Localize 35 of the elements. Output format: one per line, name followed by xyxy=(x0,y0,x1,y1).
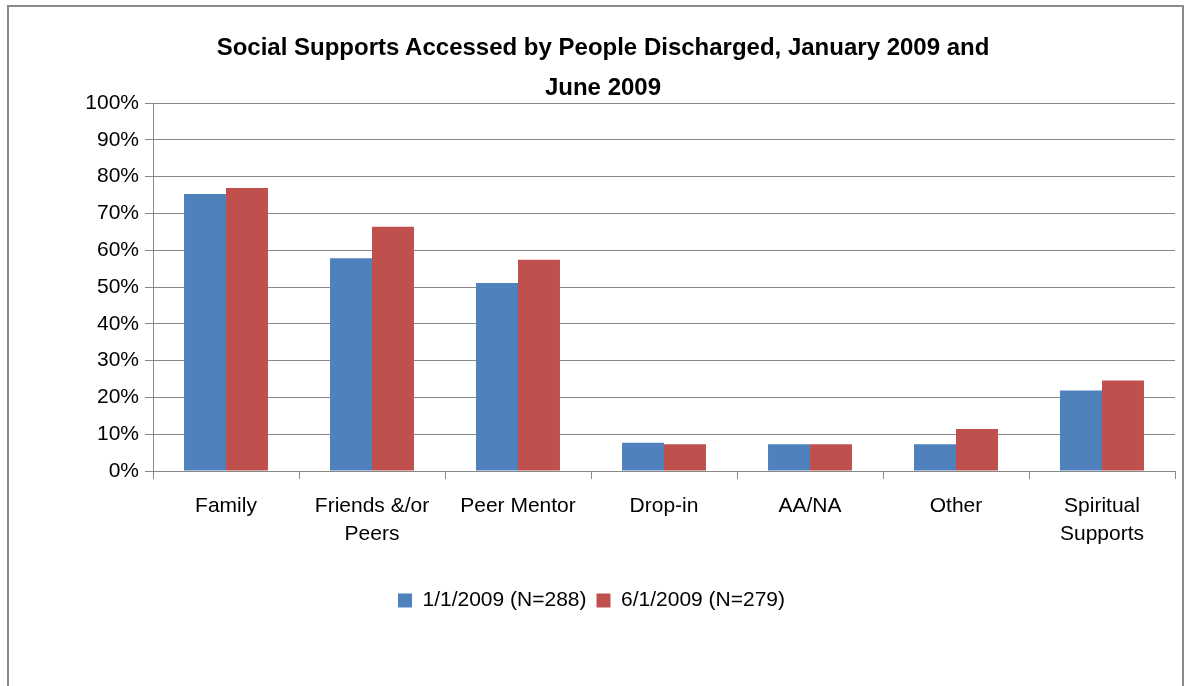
chart-title: Social Supports Accessed by People Discharged, January 2009 and June 2009 xyxy=(215,32,991,102)
bar xyxy=(1060,390,1102,471)
y-tick-label: 0% xyxy=(108,457,139,481)
bar xyxy=(518,259,560,471)
y-tick-label: 40% xyxy=(96,310,139,334)
y-tick-label: 60% xyxy=(96,237,139,260)
legend-label: 1/1/2009 (N=288) xyxy=(422,587,587,611)
y-tick-label: 100% xyxy=(85,89,139,113)
x-tick-label: Drop-in xyxy=(629,493,699,517)
x-tick-label: Family xyxy=(195,493,258,517)
y-tick-label: 90% xyxy=(96,126,139,150)
bar xyxy=(1102,380,1144,471)
x-tick-label: Peer Mentor xyxy=(460,493,576,517)
y-tick-label: 80% xyxy=(96,163,139,187)
y-tick-label: 30% xyxy=(96,347,139,371)
legend-label: 6/1/2009 (N=279) xyxy=(621,587,786,611)
bar xyxy=(664,444,706,471)
bar xyxy=(810,444,852,471)
y-tick-label: 50% xyxy=(96,273,139,297)
x-tick-label: Friends &/or Peers xyxy=(314,493,430,544)
bar xyxy=(372,226,414,471)
bar xyxy=(956,429,998,471)
x-tick-label: Spiritual Supports xyxy=(1059,493,1145,544)
x-tick-label: Other xyxy=(929,493,983,517)
y-tick-label: 20% xyxy=(96,384,139,408)
bar xyxy=(622,442,664,471)
bar xyxy=(476,282,518,471)
bar xyxy=(226,188,268,471)
bar xyxy=(184,193,226,471)
y-tick-label: 10% xyxy=(96,421,139,444)
bar xyxy=(914,444,956,471)
x-tick-label: AA/NA xyxy=(778,493,842,517)
y-tick-label: 70% xyxy=(96,200,139,224)
bar xyxy=(768,444,810,471)
bar xyxy=(330,258,372,471)
